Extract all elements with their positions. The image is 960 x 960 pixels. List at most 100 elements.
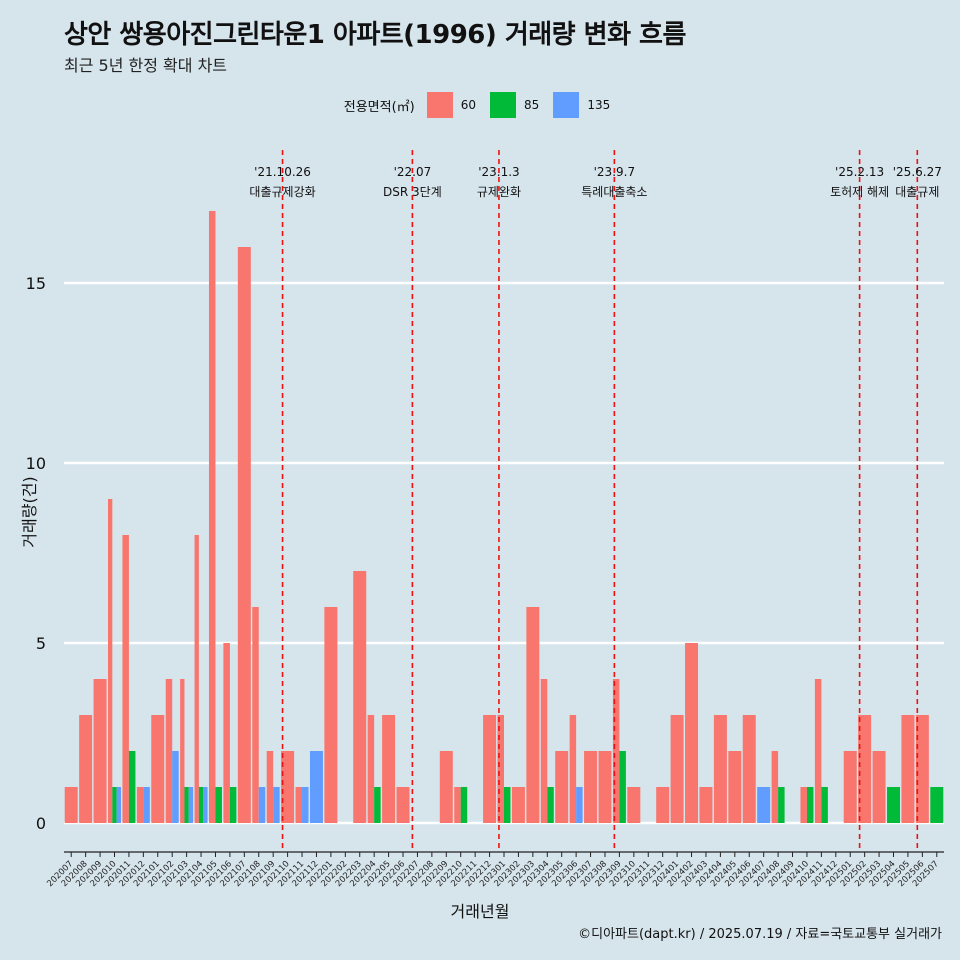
bar-202304-85 — [547, 787, 554, 823]
bar-202304-60 — [540, 679, 548, 823]
legend-swatch-60 — [426, 92, 453, 118]
bar-202012-135 — [143, 787, 150, 823]
bar-202301-85 — [504, 787, 511, 823]
bar-202111-135 — [302, 787, 309, 823]
legend-title: 전용면적(㎡) — [343, 99, 415, 115]
bar-202209-60 — [439, 751, 453, 823]
bar-202106-85 — [229, 787, 237, 823]
bar-202011-85 — [128, 751, 136, 823]
bar-202105-85 — [215, 787, 222, 823]
bar-202406-60 — [742, 715, 756, 823]
bar-202312-60 — [656, 787, 670, 823]
legend: 전용면적(㎡) 60 85 135 — [0, 92, 960, 118]
event-date-202110: '21.10.26 — [254, 165, 311, 179]
event-date-202301: '23.1.3 — [478, 165, 519, 179]
bar-202106-60 — [223, 643, 230, 823]
bar-202104-60 — [194, 535, 199, 823]
bar-202103-135 — [188, 787, 194, 823]
bar-202507-85 — [930, 787, 944, 823]
bar-202308-60 — [598, 751, 612, 823]
legend-label-85: 85 — [524, 98, 540, 112]
bar-202403-60 — [699, 787, 713, 823]
bar-202306-135 — [576, 787, 583, 823]
bar-202102-60 — [165, 679, 173, 823]
bar-202408-85 — [778, 787, 785, 823]
event-date-202207: '22.07 — [394, 165, 432, 179]
bar-202402-60 — [685, 643, 699, 823]
bar-202306-60 — [569, 715, 577, 823]
y-tick-label: 0 — [36, 814, 46, 833]
bar-202102-135 — [172, 751, 179, 823]
legend-swatch-85 — [490, 92, 517, 118]
bar-202110-60 — [281, 751, 295, 823]
event-label-202301: 규제완화 — [477, 185, 521, 199]
event-label-202502: 토허제 해제 — [830, 185, 889, 199]
bar-202204-60 — [367, 715, 375, 823]
event-label-202506: 대출규제 — [895, 185, 939, 199]
y-tick-label: 5 — [36, 634, 46, 653]
bar-202109-60 — [266, 751, 274, 823]
event-date-202506: '25.6.27 — [893, 165, 942, 179]
bar-202309-85 — [619, 751, 626, 823]
bar-202111-60 — [295, 787, 303, 823]
bar-202007-60 — [64, 787, 78, 823]
bar-202205-60 — [382, 715, 396, 823]
bar-202010-60 — [108, 499, 113, 823]
bar-202206-60 — [396, 787, 410, 823]
bar-202105-60 — [208, 211, 216, 823]
bar-202103-60 — [180, 679, 185, 823]
legend-swatch-135 — [553, 92, 580, 118]
bar-202305-60 — [555, 751, 569, 823]
bar-202503-60 — [872, 751, 886, 823]
chart-subtitle: 최근 5년 한정 확대 차트 — [64, 56, 228, 75]
bar-202108-135 — [258, 787, 266, 823]
bar-202309-60 — [612, 679, 620, 823]
bar-202112-135 — [309, 751, 323, 823]
bar-202502-60 — [858, 715, 872, 823]
bar-202012-60 — [136, 787, 144, 823]
bar-202010-85 — [112, 787, 117, 823]
bar-202210-60 — [454, 787, 461, 823]
y-tick-label: 15 — [26, 274, 46, 293]
event-label-202110: 대출규제강화 — [249, 185, 315, 199]
legend-label-135: 135 — [587, 98, 611, 112]
bar-202010-135 — [116, 787, 121, 823]
bar-202301-60 — [497, 715, 504, 823]
legend-item-85: 85 — [490, 92, 539, 118]
bar-202009-60 — [93, 679, 107, 823]
bar-202212-60 — [483, 715, 497, 823]
bar-202407-135 — [757, 787, 771, 823]
bar-202107-60 — [237, 247, 251, 823]
legend-item-60: 60 — [426, 92, 477, 118]
bar-202401-60 — [670, 715, 684, 823]
bar-202210-85 — [460, 787, 468, 823]
bar-202411-60 — [814, 679, 822, 823]
bar-202008-60 — [79, 715, 93, 823]
y-axis-label: 거래량(건) — [20, 476, 39, 548]
legend-label-60: 60 — [460, 98, 477, 112]
y-tick-label: 10 — [26, 454, 46, 473]
bar-202104-135 — [203, 787, 208, 823]
bar-202103-85 — [184, 787, 189, 823]
bar-202307-60 — [584, 751, 598, 823]
bar-202109-135 — [273, 787, 280, 823]
source-caption: ©디아파트(dapt.kr) / 2025.07.19 / 자료=국토교통부 실… — [578, 927, 942, 942]
x-axis-label: 거래년월 — [450, 902, 510, 921]
bar-202302-60 — [511, 787, 525, 823]
event-label-202207: DSR 3단계 — [383, 185, 442, 199]
chart-title: 상안 쌍용아진그린타운1 아파트(1996) 거래량 변화 흐름 — [64, 20, 686, 50]
bar-202506-60 — [915, 715, 929, 823]
bar-202410-85 — [806, 787, 814, 823]
event-date-202502: '25.2.13 — [835, 165, 884, 179]
bar-202303-60 — [526, 607, 540, 823]
event-date-202309: '23.9.7 — [594, 165, 635, 179]
bar-202505-60 — [901, 715, 915, 823]
bar-202104-85 — [198, 787, 204, 823]
bar-202203-60 — [353, 571, 367, 823]
bar-202201-60 — [324, 607, 338, 823]
bar-202504-85 — [887, 787, 900, 823]
bar-202411-85 — [821, 787, 828, 823]
bar-202011-60 — [122, 535, 129, 823]
bar-202204-85 — [374, 787, 381, 823]
